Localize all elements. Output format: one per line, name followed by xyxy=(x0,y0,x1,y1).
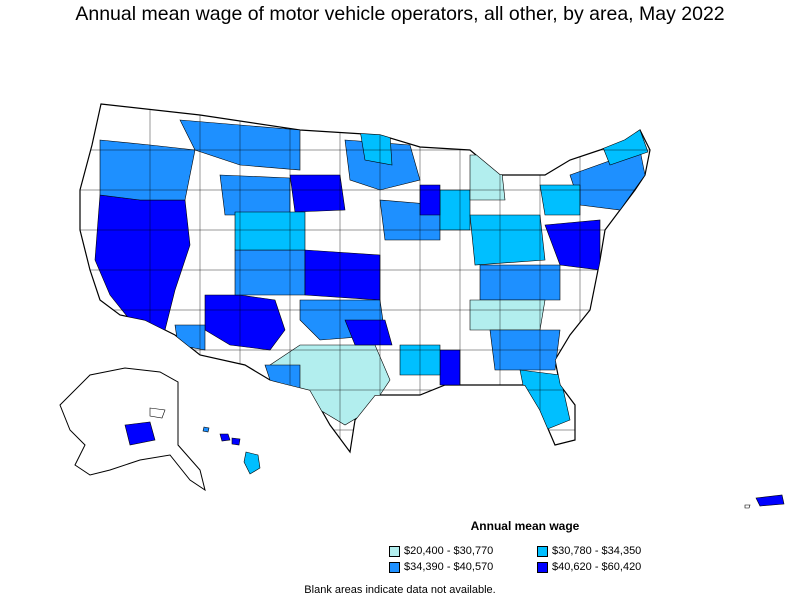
legend: $20,400 - $30,770 $30,780 - $34,350 $34,… xyxy=(389,545,729,574)
legend-label: $34,390 - $40,570 xyxy=(404,561,494,573)
puerto-rico xyxy=(744,494,785,509)
legend-title: Annual mean wage xyxy=(470,519,580,533)
legend-item: $34,390 - $40,570 xyxy=(389,561,537,574)
legend-item: $30,780 - $34,350 xyxy=(537,545,697,558)
legend-item: $20,400 - $30,770 xyxy=(389,545,537,558)
legend-swatch xyxy=(389,562,400,573)
legend-label: $30,780 - $34,350 xyxy=(552,545,642,557)
hawaii xyxy=(202,426,261,475)
legend-label: $40,620 - $60,420 xyxy=(552,561,642,573)
legend-label: $20,400 - $30,770 xyxy=(404,545,494,557)
legend-swatch xyxy=(537,562,548,573)
legend-swatch xyxy=(537,546,548,557)
footnote: Blank areas indicate data not available. xyxy=(304,584,496,596)
continental-us xyxy=(79,103,651,454)
legend-item: $40,620 - $60,420 xyxy=(537,561,697,574)
legend-swatch xyxy=(389,546,400,557)
alaska xyxy=(59,367,206,492)
map-title: Annual mean wage of motor vehicle operat… xyxy=(75,3,725,25)
